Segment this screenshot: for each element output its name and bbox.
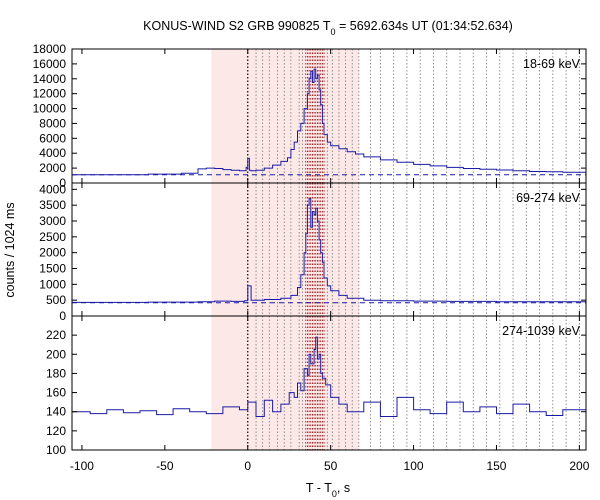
x-tick-label: 0	[244, 459, 251, 473]
x-axis-label-prefix: T - T	[306, 481, 332, 495]
x-tick-label: 200	[569, 459, 589, 473]
x-tick-label: 150	[486, 459, 506, 473]
y-tick-label: 4000	[39, 146, 66, 160]
energy-band-label: 274-1039 keV	[502, 324, 581, 338]
y-tick-label: 3000	[39, 214, 66, 228]
y-tick-label: 3500	[39, 198, 66, 212]
x-axis-label: T - T0, s	[306, 481, 350, 499]
panels-layer: 0200040006000800010000120001400016000180…	[33, 42, 590, 473]
y-tick-label: 10000	[33, 102, 67, 116]
y-tick-label: 1500	[39, 262, 66, 276]
y-tick-label: 14000	[33, 72, 67, 86]
y-tick-label: 120	[46, 424, 66, 438]
x-axis-label-suffix: , s	[337, 481, 350, 495]
y-tick-label: 160	[46, 386, 66, 400]
x-tick-label: -50	[156, 459, 174, 473]
count-rate-series	[72, 198, 587, 303]
y-tick-label: 16000	[33, 57, 67, 71]
y-tick-label: 100	[46, 443, 66, 457]
shaded-interval	[211, 49, 359, 183]
x-axis-label-subscript: 0	[332, 489, 337, 499]
x-tick-label: 100	[404, 459, 424, 473]
y-tick-label: 140	[46, 405, 66, 419]
panel-3: 100 120 140 160 180 200 220 274-1039 keV	[46, 315, 587, 457]
energy-band-label: 18-69 keV	[523, 57, 581, 71]
y-tick-label: 200	[46, 347, 66, 361]
chart-title: KONUS-WIND S2 GRB 990825 T0 = 5692.634s …	[143, 19, 513, 37]
y-tick-label: 1000	[39, 277, 66, 291]
x-tick-label: -100	[70, 459, 94, 473]
x-tick-label: 50	[324, 459, 338, 473]
y-tick-label: 220	[46, 328, 66, 342]
chart-title-subscript: 0	[331, 27, 336, 37]
panel-1: 0200040006000800010000120001400016000180…	[33, 42, 587, 190]
y-tick-label: 2000	[39, 246, 66, 260]
shaded-interval	[211, 316, 359, 450]
chart-title-suffix: = 5692.634s UT (01:34:52.634)	[336, 19, 513, 33]
energy-band-label: 69-274 keV	[516, 191, 581, 205]
y-tick-label: 0	[59, 176, 66, 190]
chart-title-prefix: KONUS-WIND S2 GRB 990825 T	[143, 19, 331, 33]
y-tick-label: 6000	[39, 131, 66, 145]
y-tick-label: 2000	[39, 161, 66, 175]
count-rate-series	[72, 336, 587, 417]
y-tick-label: 2500	[39, 230, 66, 244]
shaded-interval	[211, 183, 359, 316]
y-axis-label: counts / 1024 ms	[3, 202, 17, 297]
count-rate-series	[72, 68, 587, 176]
y-tick-label: 0	[59, 309, 66, 323]
y-tick-label: 4000	[39, 182, 66, 196]
y-tick-label: 180	[46, 366, 66, 380]
panel-frame	[71, 315, 587, 451]
y-tick-label: 12000	[33, 87, 67, 101]
y-tick-label: 500	[46, 293, 66, 307]
y-tick-label: 18000	[33, 42, 67, 56]
y-tick-label: 8000	[39, 116, 66, 130]
